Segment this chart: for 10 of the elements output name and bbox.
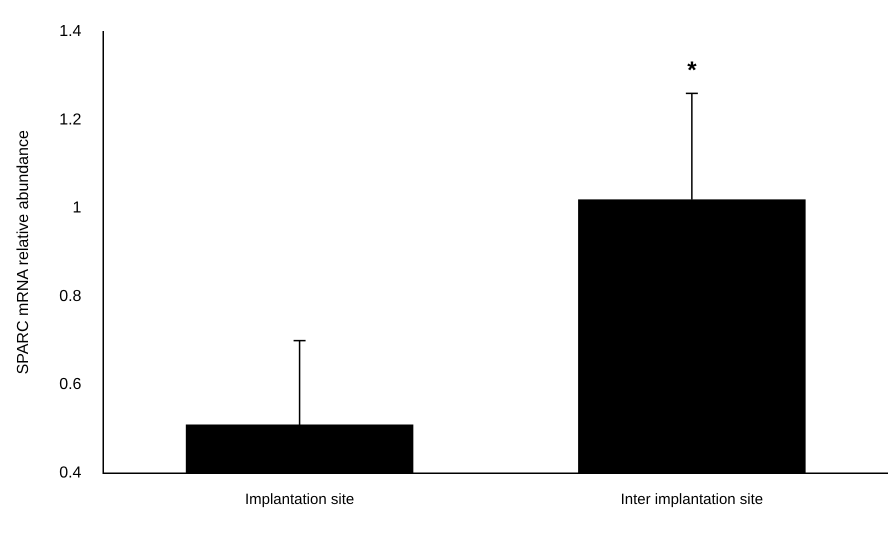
x-tick-label: Implantation site [244, 491, 354, 508]
y-axis-title: SPARC mRNA relative abundance [15, 130, 32, 374]
y-tick-label: 0.8 [59, 288, 82, 305]
y-tick-label: 0.6 [59, 376, 82, 394]
annotation: * [687, 57, 698, 84]
y-tick-label: 0.4 [59, 464, 82, 482]
y-tick-label: 1.2 [59, 111, 82, 128]
y-tick-label: 1.4 [59, 23, 82, 40]
y-tick-label: 1 [72, 200, 82, 217]
x-tick-label: Inter implantation site [620, 491, 764, 508]
